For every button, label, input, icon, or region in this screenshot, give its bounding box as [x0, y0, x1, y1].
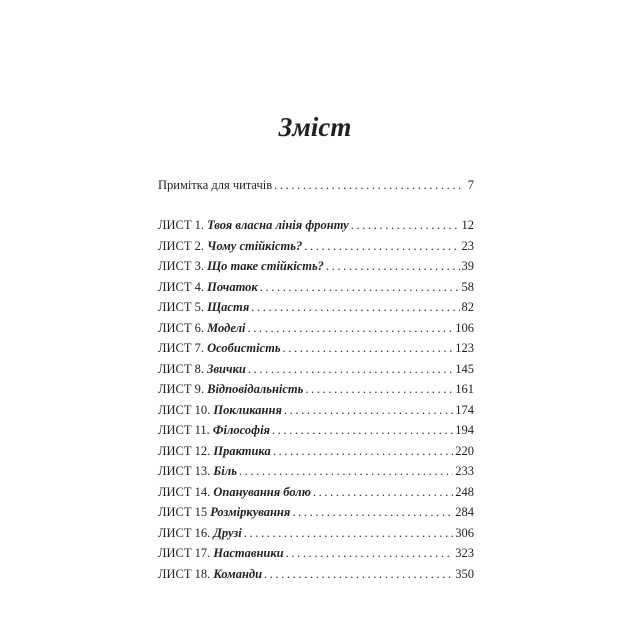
dot-leader — [260, 280, 460, 295]
toc-chapter-title: Розміркування — [210, 505, 291, 519]
toc-letter-number: ЛИСТ 2. — [158, 238, 208, 253]
toc-letter-number: ЛИСТ 11. — [158, 423, 213, 437]
toc-letter-number: ЛИСТ 1. — [158, 218, 208, 232]
toc-chapter-title: Опанування болю — [213, 484, 311, 499]
dot-leader — [305, 382, 453, 397]
toc-letter-number: ЛИСТ 3. — [158, 259, 208, 273]
dot-leader — [264, 567, 453, 582]
dot-leader — [273, 444, 454, 459]
dot-leader — [251, 300, 459, 315]
toc-letter-number: ЛИСТ 16. — [158, 525, 214, 540]
toc-page-number: 161 — [455, 382, 474, 396]
toc-page-number: 39 — [461, 259, 475, 273]
toc-chapter-title: Особистість — [207, 341, 281, 355]
toc-chapter-title: Що таке стійкість? — [207, 259, 324, 273]
toc-page-number: 248 — [455, 484, 474, 499]
toc-row[interactable]: ЛИСТ 8. Звички 145 — [158, 362, 474, 383]
toc-letter-number: ЛИСТ 17. — [158, 546, 214, 560]
toc-row[interactable]: ЛИСТ 18. Команди 350 — [158, 567, 474, 588]
dot-leader — [283, 341, 454, 356]
toc-row[interactable]: ЛИСТ 14. Опанування болю 248 — [158, 485, 474, 506]
toc-letter-number: ЛИСТ 10. — [158, 402, 214, 417]
toc-letter-number: ЛИСТ 7. — [158, 341, 208, 355]
toc-intro: Примітка для читачів 7 — [158, 178, 474, 199]
toc-page-number: 194 — [455, 423, 474, 437]
toc-chapter-title: Друзі — [213, 525, 242, 540]
toc-chapter-title: Команди — [213, 566, 263, 581]
dot-leader — [351, 218, 460, 233]
toc-chapter-title: Біль — [213, 464, 237, 478]
toc-letter-number: ЛИСТ 9. — [158, 382, 208, 396]
toc-letter-number: ЛИСТ 5. — [158, 300, 208, 314]
toc-list: ЛИСТ 1. Твоя власна лінія фронту 12 ЛИСТ 2… — [158, 218, 474, 587]
toc-page-number: 233 — [455, 464, 474, 478]
toc-page-number: 220 — [455, 443, 474, 458]
toc-letter-number: ЛИСТ 14. — [158, 484, 214, 499]
toc-page-number: 323 — [455, 546, 474, 560]
toc-page-number: 82 — [461, 300, 475, 314]
dot-leader — [286, 546, 454, 561]
toc-chapter-title: Практика — [213, 443, 271, 458]
toc-letter-number: ЛИСТ 6. — [158, 320, 208, 335]
toc-row[interactable]: ЛИСТ 13. Біль 233 — [158, 464, 474, 485]
dot-leader — [244, 526, 454, 541]
toc-row[interactable]: ЛИСТ 6. Моделі 106 — [158, 321, 474, 342]
dot-leader — [313, 485, 453, 500]
toc-intro-label: Примітка для читачів — [158, 178, 273, 192]
toc-letter-number: ЛИСТ 15 — [158, 505, 211, 519]
toc-chapter-title: Наставники — [213, 546, 284, 560]
toc-page-number: 58 — [461, 279, 475, 294]
toc-row[interactable]: ЛИСТ 2. Чому стійкість? 23 — [158, 239, 474, 260]
toc-chapter-title: Звички — [207, 361, 246, 376]
toc-page-number: 174 — [455, 402, 474, 417]
dot-leader — [326, 259, 460, 274]
dot-leader — [239, 464, 453, 479]
dot-leader — [248, 362, 453, 377]
toc-page-number: 350 — [455, 566, 474, 581]
toc-chapter-title: Покликання — [213, 402, 282, 417]
toc-row[interactable]: ЛИСТ 17. Наставники 323 — [158, 546, 474, 567]
toc-page-number: 106 — [455, 320, 474, 335]
toc-chapter-title: Початок — [207, 279, 258, 294]
toc-row[interactable]: ЛИСТ 3. Що таке стійкість? 39 — [158, 259, 474, 280]
toc-row[interactable]: ЛИСТ 1. Твоя власна лінія фронту 12 — [158, 218, 474, 239]
toc-page-number: 7 — [467, 178, 474, 192]
toc-page-number: 145 — [455, 361, 474, 376]
toc-page-number: 23 — [461, 238, 475, 253]
toc-row[interactable]: ЛИСТ 15 Розміркування 284 — [158, 505, 474, 526]
toc-chapter-title: Відповідальність — [207, 382, 304, 396]
toc-letter-number: ЛИСТ 12. — [158, 443, 214, 458]
dot-leader — [272, 423, 453, 438]
toc-row[interactable]: ЛИСТ 5. Щастя 82 — [158, 300, 474, 321]
toc-row[interactable]: ЛИСТ 12. Практика 220 — [158, 444, 474, 465]
toc-row[interactable]: ЛИСТ 16. Друзі 306 — [158, 526, 474, 547]
dot-leader — [292, 505, 453, 520]
toc-chapter-title: Щастя — [207, 300, 250, 314]
toc-row-intro[interactable]: Примітка для читачів 7 — [158, 178, 474, 199]
toc-row[interactable]: ЛИСТ 4. Початок 58 — [158, 280, 474, 301]
toc-row[interactable]: ЛИСТ 9. Відповідальність 161 — [158, 382, 474, 403]
toc-page-number: 284 — [455, 505, 474, 519]
toc-letter-number: ЛИСТ 8. — [158, 361, 208, 376]
toc-row[interactable]: ЛИСТ 11. Філософія 194 — [158, 423, 474, 444]
toc-row[interactable]: ЛИСТ 10. Покликання 174 — [158, 403, 474, 424]
toc-chapter-title: Філософія — [212, 423, 271, 437]
toc-letter-number: ЛИСТ 4. — [158, 279, 208, 294]
toc-letter-number: ЛИСТ 18. — [158, 566, 214, 581]
toc-chapter-title: Моделі — [207, 320, 246, 335]
toc-page-number: 306 — [455, 525, 474, 540]
dot-leader — [247, 321, 453, 336]
toc-page-number: 123 — [455, 341, 474, 355]
page-title: Зміст — [278, 112, 352, 142]
dot-leader — [304, 239, 459, 254]
dot-leader — [274, 178, 462, 193]
toc-chapter-title: Чому стійкість? — [207, 238, 303, 253]
toc-letter-number: ЛИСТ 13. — [158, 464, 214, 478]
toc-row[interactable]: ЛИСТ 7. Особистість 123 — [158, 341, 474, 362]
dot-leader — [284, 403, 453, 418]
toc-chapter-title: Твоя власна лінія фронту — [207, 218, 349, 232]
toc-page-number: 12 — [461, 218, 475, 232]
